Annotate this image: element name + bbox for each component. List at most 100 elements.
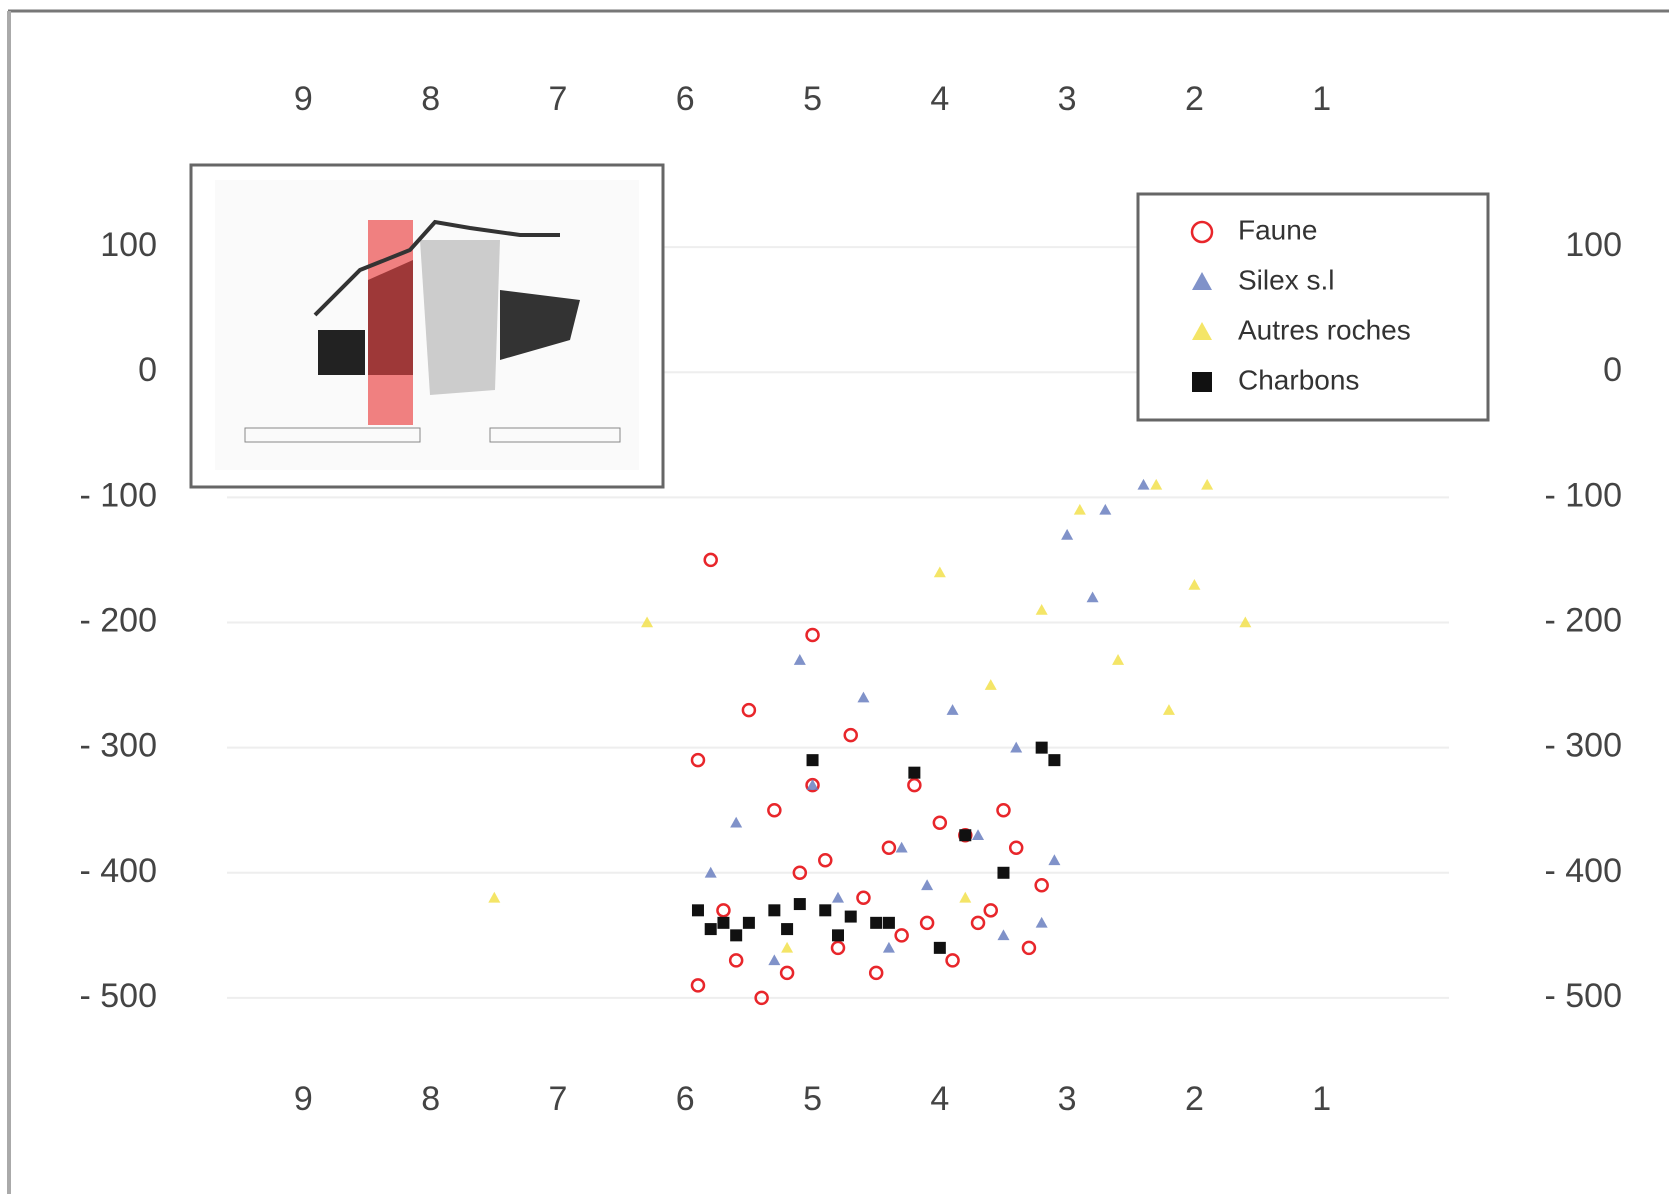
point — [641, 616, 654, 628]
point — [781, 923, 794, 936]
marks — [488, 478, 1252, 1006]
x-tick-label: 7 — [548, 1080, 567, 1118]
point — [919, 915, 935, 931]
legend-marker — [1192, 372, 1212, 392]
x-tick-label: 8 — [421, 80, 440, 118]
point — [984, 679, 997, 690]
point — [768, 904, 781, 917]
point — [830, 940, 846, 956]
point — [996, 802, 1011, 818]
x-tick-label: 4 — [930, 1080, 949, 1118]
y-tick-label: 100 — [100, 226, 157, 264]
point — [1035, 603, 1048, 615]
point — [793, 654, 806, 665]
y-tick-label: - 300 — [1545, 727, 1623, 765]
x-tick-label: 1 — [1312, 80, 1331, 118]
point — [717, 916, 730, 929]
inset-shape — [420, 240, 500, 395]
y-tick-label: - 100 — [1545, 476, 1623, 514]
point — [932, 815, 948, 830]
y-tick-label: - 400 — [1545, 852, 1623, 890]
point — [792, 865, 808, 881]
y-tick-label: - 400 — [80, 852, 158, 890]
inset-line — [313, 219, 560, 317]
point — [1021, 940, 1037, 956]
point — [1112, 654, 1125, 665]
point — [997, 866, 1010, 879]
y-tick-label: - 300 — [80, 727, 158, 765]
legend-label: Charbons — [1238, 364, 1359, 395]
point — [894, 928, 909, 943]
y-tick-label: - 200 — [1545, 601, 1623, 639]
point — [730, 816, 743, 828]
point — [832, 891, 844, 903]
point — [1034, 878, 1049, 893]
point — [741, 702, 757, 718]
point — [1061, 528, 1074, 540]
point — [716, 903, 731, 918]
legend: Faune Silex s.l Autres roches Charbons — [1136, 192, 1490, 422]
point — [856, 890, 871, 906]
point — [882, 916, 895, 929]
y-tick-label: 0 — [138, 351, 157, 389]
point — [907, 777, 922, 793]
point — [805, 627, 820, 643]
point — [1137, 478, 1150, 490]
x-tick-label: 3 — [1058, 80, 1077, 118]
x-tick-label: 6 — [676, 1080, 695, 1118]
legend-marker — [1192, 272, 1212, 290]
point — [945, 953, 960, 968]
point — [1010, 741, 1023, 753]
x-tick-label: 5 — [803, 1080, 822, 1118]
legend-marker — [1190, 220, 1214, 244]
point — [921, 879, 934, 891]
point — [768, 954, 781, 966]
y-tick-label: - 100 — [80, 476, 158, 514]
x-tick-label: 9 — [294, 80, 313, 118]
point — [690, 752, 706, 768]
point — [1188, 578, 1201, 590]
point — [806, 779, 819, 790]
point — [754, 990, 769, 1006]
x-tick-label: 7 — [548, 80, 567, 118]
inset-box — [489, 427, 621, 443]
point — [868, 965, 884, 981]
point — [1099, 503, 1112, 515]
x-tick-label: 6 — [676, 80, 695, 118]
point — [1201, 478, 1214, 490]
point — [933, 566, 946, 578]
point — [1008, 840, 1024, 855]
y-tick-label: - 200 — [80, 601, 158, 639]
inset-shape — [318, 330, 365, 375]
point — [806, 754, 819, 767]
point — [970, 915, 986, 931]
point — [1086, 591, 1099, 603]
point — [1239, 616, 1252, 628]
y-tick-label: 100 — [1565, 226, 1622, 264]
point — [691, 904, 704, 917]
inset-image — [189, 163, 665, 489]
point — [818, 853, 833, 868]
x-tick-label: 3 — [1058, 1080, 1077, 1118]
point — [793, 898, 806, 911]
x-tick-label: 2 — [1185, 1080, 1204, 1118]
point — [959, 891, 972, 903]
point — [857, 691, 870, 703]
point — [1150, 478, 1163, 490]
point — [1035, 916, 1048, 928]
x-tick-label: 4 — [930, 80, 949, 118]
point — [1162, 704, 1175, 715]
inset-shape — [500, 290, 580, 360]
legend-marker — [1192, 322, 1212, 340]
y-tick-label: - 500 — [80, 977, 158, 1015]
point — [690, 978, 706, 993]
point — [881, 840, 897, 855]
legend-label: Faune — [1238, 214, 1317, 245]
point — [832, 929, 844, 942]
point — [781, 941, 794, 953]
point — [1035, 741, 1048, 754]
point — [844, 910, 857, 923]
x-tick-label: 9 — [294, 1080, 313, 1118]
